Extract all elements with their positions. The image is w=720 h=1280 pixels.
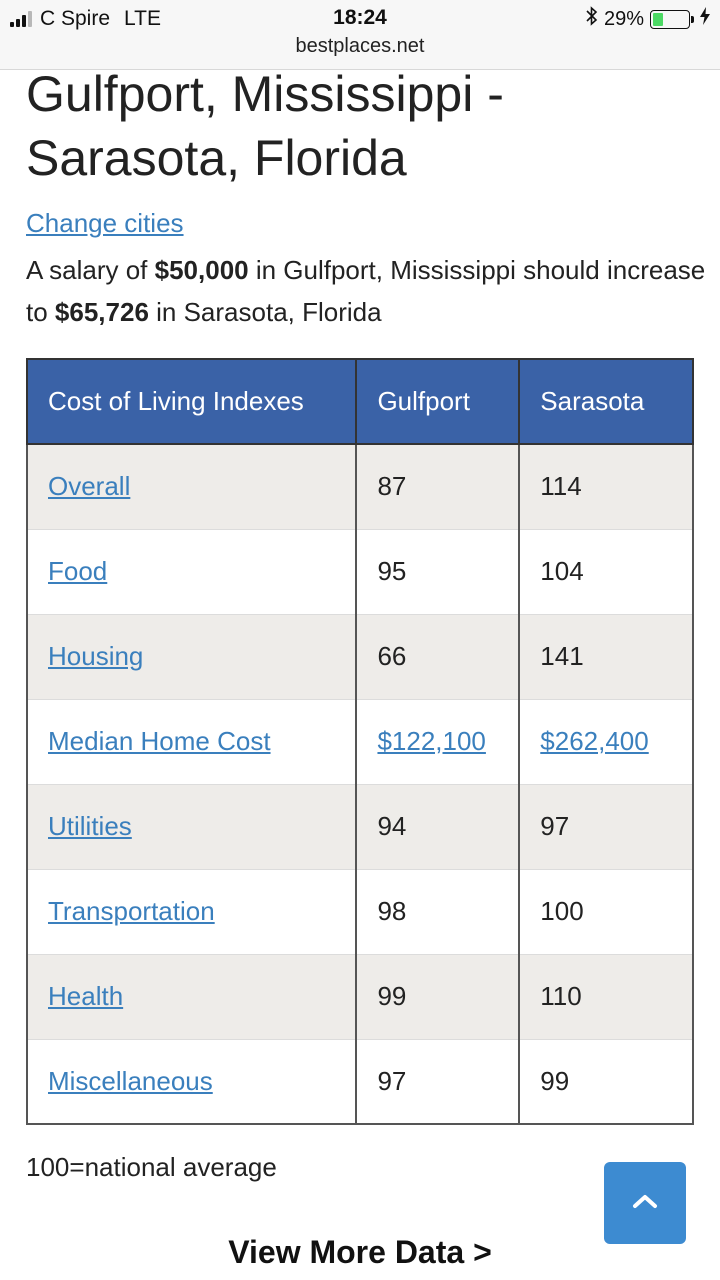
salary-summary: A salary of $50,000 in Gulfport, Mississ… <box>26 249 706 333</box>
header-city-a: Gulfport <box>355 358 521 445</box>
table-row: Transportation 98 100 <box>25 868 694 955</box>
cell-value: 95 <box>355 528 521 615</box>
cell-value: 100 <box>518 868 694 955</box>
cell-value: 87 <box>355 443 521 530</box>
table-row: Health 99 110 <box>25 953 694 1040</box>
carrier-name: C Spire <box>40 7 111 30</box>
row-label-link[interactable]: Health <box>48 981 124 1011</box>
battery-percent: 29% <box>603 7 644 30</box>
national-average-note: 100=national average <box>26 1152 277 1182</box>
row-label-link[interactable]: Transportation <box>48 896 215 926</box>
row-label-link[interactable]: Overall <box>48 471 131 502</box>
summary-middle: in Gulfport, Mississippi should increase… <box>26 255 706 327</box>
summary-prefix: A salary of <box>26 255 155 285</box>
page-title: Gulfport, Mississippi - Sarasota, Florid… <box>26 66 504 186</box>
row-label-link[interactable]: Median Home Cost <box>48 726 271 756</box>
charging-bolt-icon <box>700 7 710 31</box>
salary-to: $65,726 <box>54 297 149 327</box>
row-label-link[interactable]: Food <box>48 556 108 586</box>
header-indexes: Cost of Living Indexes <box>25 358 358 445</box>
cell-value: 110 <box>518 953 694 1040</box>
cell-value: 99 <box>518 1038 694 1125</box>
row-label-link[interactable]: Miscellaneous <box>48 1065 213 1096</box>
cell-value: 104 <box>518 528 694 615</box>
table-row: Housing 66 141 <box>25 613 694 700</box>
cell-value: 141 <box>518 613 694 700</box>
address-bar-url[interactable]: bestplaces.net <box>295 35 425 57</box>
cell-value: 99 <box>355 953 521 1040</box>
row-label-link[interactable]: Housing <box>48 641 144 671</box>
cell-value: 98 <box>355 868 521 955</box>
summary-suffix: in Sarasota, Florida <box>148 297 382 327</box>
change-cities-link[interactable]: Change cities <box>26 208 184 238</box>
header-city-b: Sarasota <box>518 358 694 445</box>
bluetooth-icon <box>586 6 598 32</box>
table-row: Median Home Cost $122,100 $262,400 <box>25 698 694 785</box>
signal-icon <box>10 11 32 27</box>
home-cost-link-b[interactable]: $262,400 <box>540 726 649 756</box>
cost-of-living-table: Cost of Living Indexes Gulfport Sarasota… <box>25 358 694 1125</box>
chevron-up-icon <box>632 1193 658 1214</box>
table-row: Overall 87 114 <box>25 443 694 530</box>
salary-from: $50,000 <box>154 255 249 285</box>
home-cost-link-a[interactable]: $122,100 <box>377 726 486 756</box>
network-type: LTE <box>124 7 161 30</box>
view-more-data-link[interactable]: View More Data > <box>228 1234 492 1270</box>
table-row: Food 95 104 <box>25 528 694 615</box>
clock: 18:24 <box>333 6 387 29</box>
cell-value: 94 <box>355 783 521 870</box>
row-label-link[interactable]: Utilities <box>48 811 132 841</box>
table-header-row: Cost of Living Indexes Gulfport Sarasota <box>25 358 694 445</box>
cell-value: 97 <box>518 783 694 870</box>
status-bar: C Spire LTE 18:24 bestplaces.net 29% <box>0 0 720 70</box>
cell-value: 66 <box>355 613 521 700</box>
cell-value: 114 <box>518 443 694 530</box>
battery-icon <box>650 9 694 29</box>
status-right: 29% <box>586 6 710 32</box>
cell-value: 97 <box>355 1038 521 1125</box>
carrier-info: C Spire LTE <box>10 7 161 31</box>
scroll-to-top-button[interactable] <box>604 1162 686 1244</box>
table-row: Utilities 94 97 <box>25 783 694 870</box>
table-row: Miscellaneous 97 99 <box>25 1038 694 1125</box>
